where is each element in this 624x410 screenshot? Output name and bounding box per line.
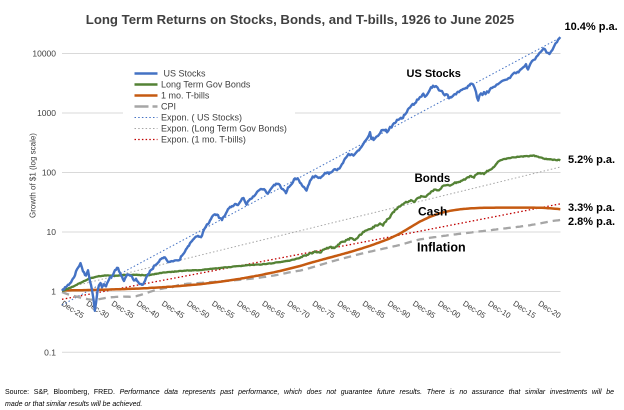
svg-text:Expon. ( US Stocks): Expon. ( US Stocks) <box>161 113 242 123</box>
svg-text:10000: 10000 <box>32 49 56 59</box>
svg-text:CPI: CPI <box>161 102 176 112</box>
svg-text:3.3% p.a.: 3.3% p.a. <box>568 202 615 214</box>
svg-text:Expon. (1 mo. T-bills): Expon. (1 mo. T-bills) <box>161 135 246 145</box>
svg-text:US Stocks: US Stocks <box>407 68 461 80</box>
svg-text:Expon. (Long Term Gov Bonds): Expon. (Long Term Gov Bonds) <box>161 124 287 134</box>
svg-text:Bonds: Bonds <box>415 173 451 185</box>
svg-text:US Stocks: US Stocks <box>161 69 206 79</box>
svg-text:1: 1 <box>51 287 56 297</box>
svg-text:5.2% p.a.: 5.2% p.a. <box>568 154 615 166</box>
svg-text:0.1: 0.1 <box>44 347 56 357</box>
svg-text:Cash: Cash <box>418 205 447 219</box>
svg-text:100: 100 <box>42 168 56 178</box>
svg-text:2.8% p.a.: 2.8% p.a. <box>568 216 615 228</box>
svg-text:10: 10 <box>47 227 57 237</box>
svg-text:Inflation: Inflation <box>417 241 466 255</box>
svg-text:1000: 1000 <box>37 108 56 118</box>
svg-text:Long Term Gov Bonds: Long Term Gov Bonds <box>161 80 251 90</box>
svg-text:1 mo. T-bills: 1 mo. T-bills <box>161 91 210 101</box>
svg-text:10.4% p.a.: 10.4% p.a. <box>565 21 618 33</box>
